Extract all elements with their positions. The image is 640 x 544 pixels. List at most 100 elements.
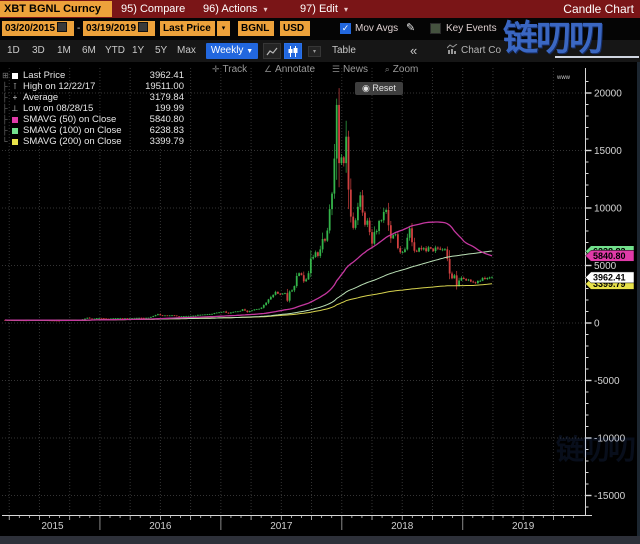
date-to-input[interactable]: 03/19/2019 — [83, 21, 155, 36]
candle — [121, 318, 124, 319]
line-chart-icon — [266, 47, 278, 56]
candle — [171, 315, 173, 317]
candle — [324, 239, 326, 241]
pricing-source-select[interactable]: BGNL — [238, 21, 274, 36]
range-1d[interactable]: 1D — [7, 45, 20, 56]
range-1m[interactable]: 1M — [57, 45, 71, 56]
legend-smavg50[interactable]: ├ SMAVG (50) on Close 5840.80 — [2, 114, 184, 125]
candle — [394, 234, 397, 236]
legend-last-price[interactable]: ⊞ Last Price 3962.41 — [2, 70, 184, 81]
calendar-icon[interactable] — [57, 22, 68, 32]
candle — [147, 317, 150, 319]
reset-zoom-button[interactable]: ◉ Reset — [355, 82, 403, 95]
candle — [488, 277, 491, 279]
x-axis-year-label: 2015 — [41, 521, 64, 532]
legend-smavg100[interactable]: ├ SMAVG (100) on Close 6238.83 — [2, 125, 184, 136]
candle — [258, 308, 260, 310]
candle — [253, 309, 256, 311]
price-field-select[interactable]: Last Price — [160, 21, 215, 36]
news-button[interactable]: ☰ News — [331, 64, 368, 75]
candle — [317, 252, 319, 256]
menu-compare[interactable]: 95) Compare — [121, 3, 186, 15]
candle — [286, 293, 289, 301]
smavg200-swatch — [11, 137, 19, 146]
candle — [180, 316, 183, 318]
track-button[interactable]: ✛ Track — [212, 64, 248, 75]
candle — [411, 228, 413, 243]
smavg-50-line — [4, 221, 493, 321]
candle — [277, 291, 279, 294]
range-max[interactable]: Max — [177, 45, 196, 56]
title-bar: XBT BGNL Curncy 95) Compare 96) Actions … — [0, 0, 640, 18]
key-events-label: Key Events — [446, 23, 497, 34]
y-axis-tick-label: 20000 — [594, 89, 622, 100]
candle — [229, 312, 232, 314]
x-axis-year-label: 2017 — [270, 521, 293, 532]
calendar-icon[interactable] — [138, 22, 149, 32]
chart-content-button[interactable]: Chart Co — [446, 40, 501, 62]
candle — [491, 277, 493, 279]
edit-pencil-icon[interactable]: ✎ — [406, 22, 416, 34]
zoom-button[interactable]: ⌕ Zoom — [384, 64, 419, 75]
candle — [269, 297, 272, 300]
line-chart-type-button[interactable] — [263, 43, 281, 59]
candle — [164, 315, 166, 317]
date-range-separator: - — [77, 23, 81, 34]
candle — [128, 318, 131, 320]
key-events-checkbox[interactable] — [430, 23, 441, 34]
mov-avgs-label: Mov Avgs — [355, 23, 399, 34]
candle — [331, 193, 333, 210]
menu-edit[interactable]: 97) Edit ▾ — [300, 3, 349, 15]
x-axis-year-label: 2018 — [391, 521, 414, 532]
smavg100-swatch — [11, 126, 19, 135]
candle — [291, 290, 293, 292]
candle — [382, 212, 385, 221]
candle — [112, 318, 115, 320]
candle — [413, 242, 416, 251]
table-button[interactable]: Table — [332, 45, 356, 56]
candle — [484, 277, 486, 280]
candle — [309, 258, 312, 274]
currency-select[interactable]: USD — [280, 21, 310, 36]
collapse-panel-icon[interactable]: « — [410, 43, 418, 58]
chart-type-dropdown-icon[interactable]: ▾ — [308, 46, 321, 57]
candle — [373, 232, 376, 244]
candle — [114, 318, 117, 319]
annotate-button[interactable]: ∠ Annotate — [263, 64, 316, 75]
legend-smavg200[interactable]: └ SMAVG (200) on Close 3399.79 — [2, 136, 184, 147]
menu-actions[interactable]: 96) Actions ▾ — [203, 3, 268, 15]
y-axis-tick-label: 15000 — [594, 146, 622, 157]
candle — [215, 312, 218, 314]
candle — [91, 318, 93, 320]
price-field-dropdown-icon[interactable]: ▾ — [217, 21, 230, 36]
candle — [131, 318, 133, 319]
range-6m[interactable]: 6M — [82, 45, 96, 56]
legend-high: ├ ⊺ High on 12/22/17 19511.00 — [2, 81, 184, 92]
candle — [364, 212, 366, 225]
range-ytd[interactable]: YTD — [105, 45, 125, 56]
candle — [93, 318, 96, 320]
candle — [432, 248, 435, 252]
period-select[interactable]: Weekly ▼ — [206, 43, 258, 59]
watermark-faint: 链叨叨 — [556, 434, 636, 465]
candle — [298, 273, 300, 276]
candle-chart-type-button[interactable] — [284, 43, 302, 59]
range-5y[interactable]: 5Y — [155, 45, 168, 56]
smavg50-swatch — [11, 115, 19, 124]
smavg-100-line — [4, 250, 493, 321]
candle — [227, 312, 230, 314]
low-marker-icon: ⊥ — [11, 104, 19, 113]
security-ticker[interactable]: XBT BGNL Curncy — [0, 1, 112, 17]
mov-avgs-checkbox[interactable]: ✓ — [340, 23, 351, 34]
range-1y[interactable]: 1Y — [132, 45, 145, 56]
date-from-input[interactable]: 03/20/2015 — [2, 21, 74, 36]
range-3d[interactable]: 3D — [32, 45, 45, 56]
y-axis-tick-label: -15000 — [594, 491, 626, 502]
candle — [178, 316, 180, 318]
y-axis-tick-label: -10000 — [594, 434, 626, 445]
candle — [173, 315, 176, 317]
candle — [189, 315, 192, 317]
tree-expand-icon[interactable]: ⊞ — [2, 71, 9, 80]
y-axis-tick-label: 5000 — [594, 261, 617, 272]
